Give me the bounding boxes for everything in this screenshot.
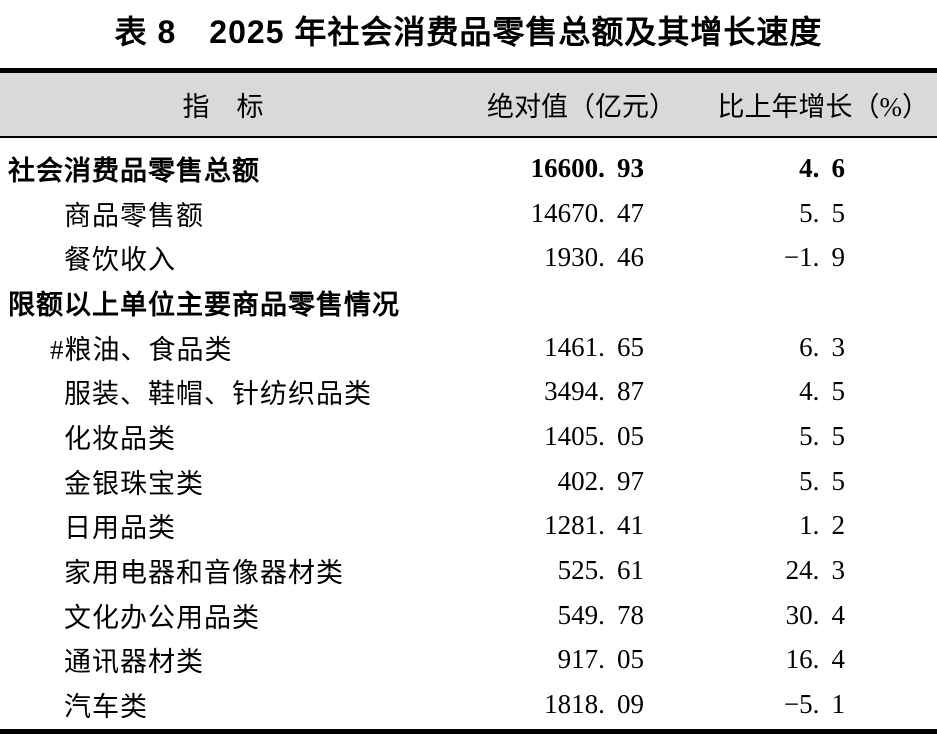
row-label: #粮油、食品类 bbox=[50, 334, 233, 365]
table-row: 文化办公用品类 549. 78 30. 4 bbox=[0, 593, 937, 638]
absolute-value: 525. 61 bbox=[557, 555, 644, 586]
row-label: 餐饮收入 bbox=[64, 245, 176, 276]
table-row: 社会消费品零售总额 16600. 93 4. 6 bbox=[0, 146, 937, 191]
growth-value: 16. 4 bbox=[785, 644, 845, 675]
table-row: 通讯器材类 917. 05 16. 4 bbox=[0, 638, 937, 683]
absolute-value: 1930. 46 bbox=[544, 242, 644, 273]
row-label: 汽车类 bbox=[64, 692, 148, 723]
growth-value: 4. 5 bbox=[799, 376, 845, 407]
absolute-value: 14670. 47 bbox=[530, 197, 644, 228]
table-row: 日用品类 1281. 41 1. 2 bbox=[0, 504, 937, 549]
table-row: 餐饮收入 1930. 46 −1. 9 bbox=[0, 235, 937, 280]
page-title: 表 8 2025 年社会消费品零售总额及其增长速度 bbox=[114, 14, 823, 50]
growth-value: 30. 4 bbox=[785, 599, 845, 630]
table-row: 商品零售额 14670. 47 5. 5 bbox=[0, 191, 937, 236]
table-row: 限额以上单位主要商品零售情况 bbox=[0, 280, 937, 325]
row-label: 金银珠宝类 bbox=[64, 468, 204, 499]
row-label: 服装、鞋帽、针纺织品类 bbox=[64, 379, 372, 410]
table-header-row: 指 标 绝对值（亿元） 比上年增长（%） bbox=[0, 73, 937, 138]
statistics-table: 指 标 绝对值（亿元） 比上年增长（%） 社会消费品零售总额 16600. 93… bbox=[0, 68, 937, 734]
growth-value: 4. 6 bbox=[799, 152, 845, 183]
column-header-absolute-value: 绝对值（亿元） bbox=[487, 92, 676, 122]
growth-value: 5. 5 bbox=[799, 197, 845, 228]
row-label: 化妆品类 bbox=[64, 423, 176, 454]
column-header-growth: 比上年增长（%） bbox=[717, 92, 930, 122]
row-label: 日用品类 bbox=[64, 513, 176, 544]
table-row: 家用电器和音像器材类 525. 61 24. 3 bbox=[0, 548, 937, 593]
growth-value: 6. 3 bbox=[799, 331, 845, 362]
table-row: 金银珠宝类 402. 97 5. 5 bbox=[0, 459, 937, 504]
growth-value: 1. 2 bbox=[799, 510, 845, 541]
absolute-value: 1281. 41 bbox=[544, 510, 644, 541]
growth-value: 5. 5 bbox=[799, 420, 845, 451]
table-row: 服装、鞋帽、针纺织品类 3494. 87 4. 5 bbox=[0, 369, 937, 414]
absolute-value: 917. 05 bbox=[557, 644, 644, 675]
absolute-value: 549. 78 bbox=[557, 599, 644, 630]
growth-value: −5. 1 bbox=[783, 689, 845, 720]
row-label: 文化办公用品类 bbox=[64, 602, 260, 633]
growth-value: −1. 9 bbox=[783, 242, 845, 273]
column-header-indicator: 指 标 bbox=[182, 92, 264, 122]
absolute-value: 1818. 09 bbox=[544, 689, 644, 720]
row-label: 限额以上单位主要商品零售情况 bbox=[8, 289, 400, 320]
row-label: 通讯器材类 bbox=[64, 647, 204, 678]
absolute-value: 3494. 87 bbox=[544, 376, 644, 407]
row-label: 商品零售额 bbox=[64, 200, 204, 231]
growth-value: 24. 3 bbox=[785, 555, 845, 586]
table-title-wrap: 表 8 2025 年社会消费品零售总额及其增长速度 bbox=[0, 0, 937, 68]
table-body: 社会消费品零售总额 16600. 93 4. 6 商品零售额 14670. 47… bbox=[0, 138, 937, 729]
row-label: 社会消费品零售总额 bbox=[8, 155, 260, 186]
absolute-value: 1405. 05 bbox=[544, 420, 644, 451]
growth-value: 5. 5 bbox=[799, 465, 845, 496]
table-row: #粮油、食品类 1461. 65 6. 3 bbox=[0, 325, 937, 370]
absolute-value: 16600. 93 bbox=[530, 152, 644, 183]
row-label: 家用电器和音像器材类 bbox=[64, 558, 344, 589]
absolute-value: 1461. 65 bbox=[544, 331, 644, 362]
table-row: 化妆品类 1405. 05 5. 5 bbox=[0, 414, 937, 459]
table-row: 汽车类 1818. 09 −5. 1 bbox=[0, 682, 937, 727]
absolute-value: 402. 97 bbox=[557, 465, 644, 496]
